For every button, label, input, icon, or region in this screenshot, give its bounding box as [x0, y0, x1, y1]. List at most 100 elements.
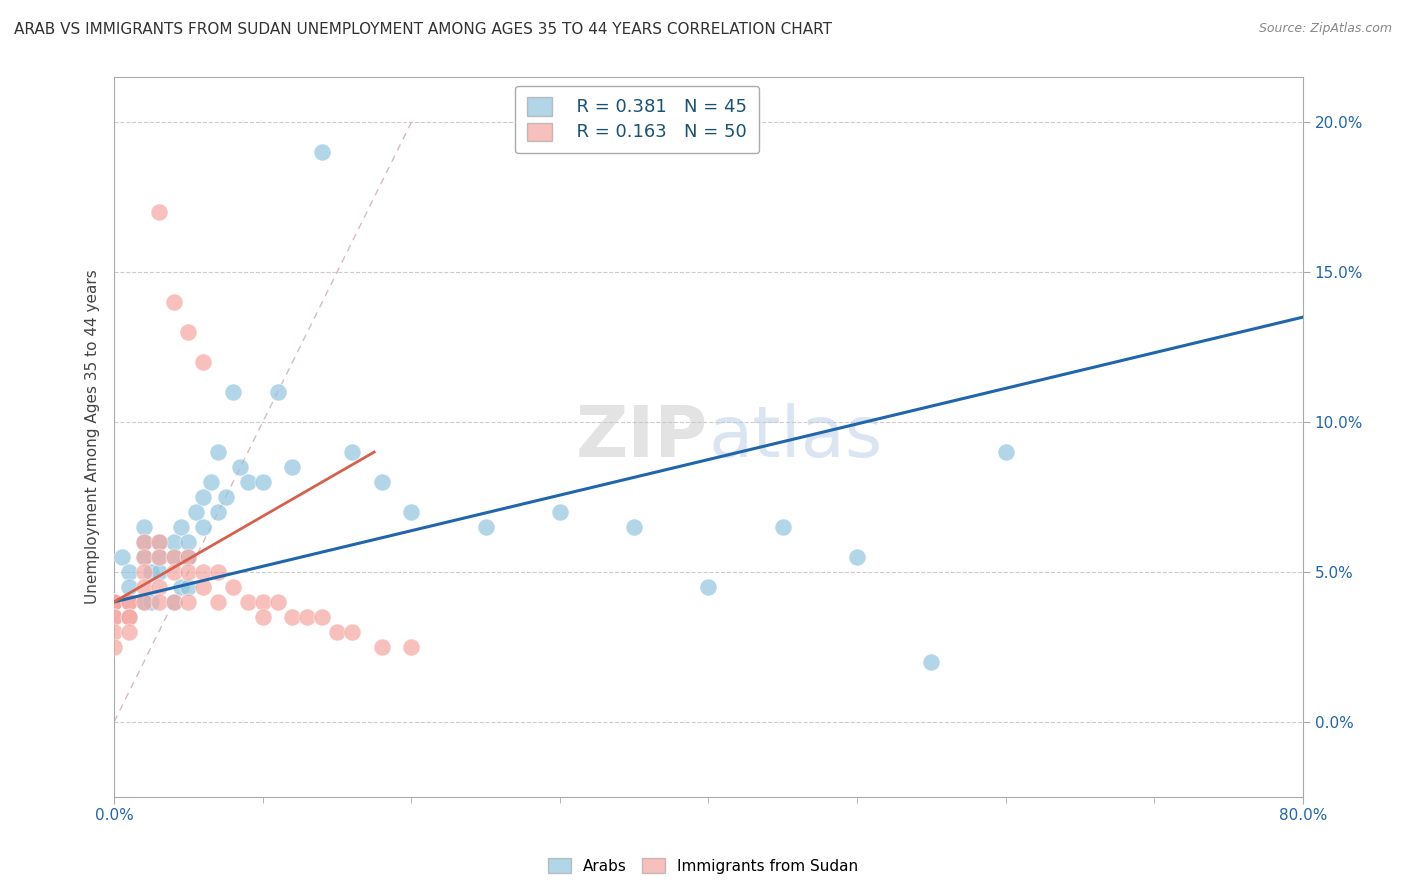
Point [132, 595, 155, 609]
Point [236, 595, 259, 609]
Point [148, 565, 170, 579]
Point [118, 580, 141, 594]
Point [340, 624, 363, 639]
Point [214, 490, 236, 504]
Point [193, 565, 215, 579]
Point [148, 535, 170, 549]
Text: Source: ZipAtlas.com: Source: ZipAtlas.com [1258, 22, 1392, 36]
Point [110, 549, 132, 564]
Point [177, 580, 200, 594]
Point [103, 610, 125, 624]
Point [281, 460, 304, 475]
Point [207, 595, 229, 609]
Point [184, 505, 207, 519]
Point [132, 565, 155, 579]
Point [103, 595, 125, 609]
Point [141, 565, 163, 579]
Point [222, 580, 245, 594]
Point [193, 520, 215, 534]
Point [177, 565, 200, 579]
Point [229, 460, 252, 475]
Point [623, 520, 645, 534]
Point [193, 490, 215, 504]
Point [311, 610, 333, 624]
Point [193, 355, 215, 369]
Point [103, 640, 125, 654]
Point [207, 505, 229, 519]
Point [162, 595, 184, 609]
Point [103, 595, 125, 609]
Legend: Arabs, Immigrants from Sudan: Arabs, Immigrants from Sudan [541, 852, 865, 880]
Point [162, 535, 184, 549]
Point [177, 549, 200, 564]
Point [162, 549, 184, 564]
Point [297, 610, 319, 624]
Point [132, 535, 155, 549]
Point [103, 595, 125, 609]
Point [132, 549, 155, 564]
Point [132, 595, 155, 609]
Point [340, 445, 363, 459]
Point [311, 145, 333, 160]
Text: ARAB VS IMMIGRANTS FROM SUDAN UNEMPLOYMENT AMONG AGES 35 TO 44 YEARS CORRELATION: ARAB VS IMMIGRANTS FROM SUDAN UNEMPLOYME… [14, 22, 832, 37]
Point [236, 475, 259, 489]
Point [266, 595, 288, 609]
Point [200, 475, 222, 489]
Point [401, 640, 423, 654]
Point [118, 624, 141, 639]
Point [148, 549, 170, 564]
Point [177, 595, 200, 609]
Point [118, 610, 141, 624]
Point [548, 505, 571, 519]
Point [162, 595, 184, 609]
Point [148, 580, 170, 594]
Point [132, 520, 155, 534]
Point [474, 520, 496, 534]
Point [207, 445, 229, 459]
Point [401, 505, 423, 519]
Point [207, 565, 229, 579]
Point [141, 595, 163, 609]
Point [994, 445, 1017, 459]
Point [266, 385, 288, 400]
Point [148, 595, 170, 609]
Point [326, 624, 349, 639]
Point [103, 610, 125, 624]
Point [846, 549, 869, 564]
Point [193, 580, 215, 594]
Point [148, 549, 170, 564]
Point [222, 385, 245, 400]
Text: ZIP: ZIP [576, 402, 709, 472]
Legend:   R = 0.381   N = 45,   R = 0.163   N = 50: R = 0.381 N = 45, R = 0.163 N = 50 [516, 86, 759, 153]
Point [103, 595, 125, 609]
Point [170, 580, 193, 594]
Point [252, 595, 274, 609]
Point [252, 475, 274, 489]
Point [697, 580, 720, 594]
Point [118, 595, 141, 609]
Point [103, 624, 125, 639]
Point [162, 549, 184, 564]
Point [177, 535, 200, 549]
Point [118, 565, 141, 579]
Y-axis label: Unemployment Among Ages 35 to 44 years: Unemployment Among Ages 35 to 44 years [86, 269, 100, 605]
Point [132, 549, 155, 564]
Point [920, 655, 942, 669]
Point [370, 475, 392, 489]
Point [132, 535, 155, 549]
Point [252, 610, 274, 624]
Point [162, 295, 184, 310]
Point [177, 325, 200, 339]
Point [370, 640, 392, 654]
Point [118, 610, 141, 624]
Point [148, 535, 170, 549]
Text: atlas: atlas [709, 402, 883, 472]
Point [170, 520, 193, 534]
Point [177, 549, 200, 564]
Point [162, 565, 184, 579]
Point [103, 595, 125, 609]
Point [132, 580, 155, 594]
Point [772, 520, 794, 534]
Point [148, 205, 170, 219]
Point [103, 595, 125, 609]
